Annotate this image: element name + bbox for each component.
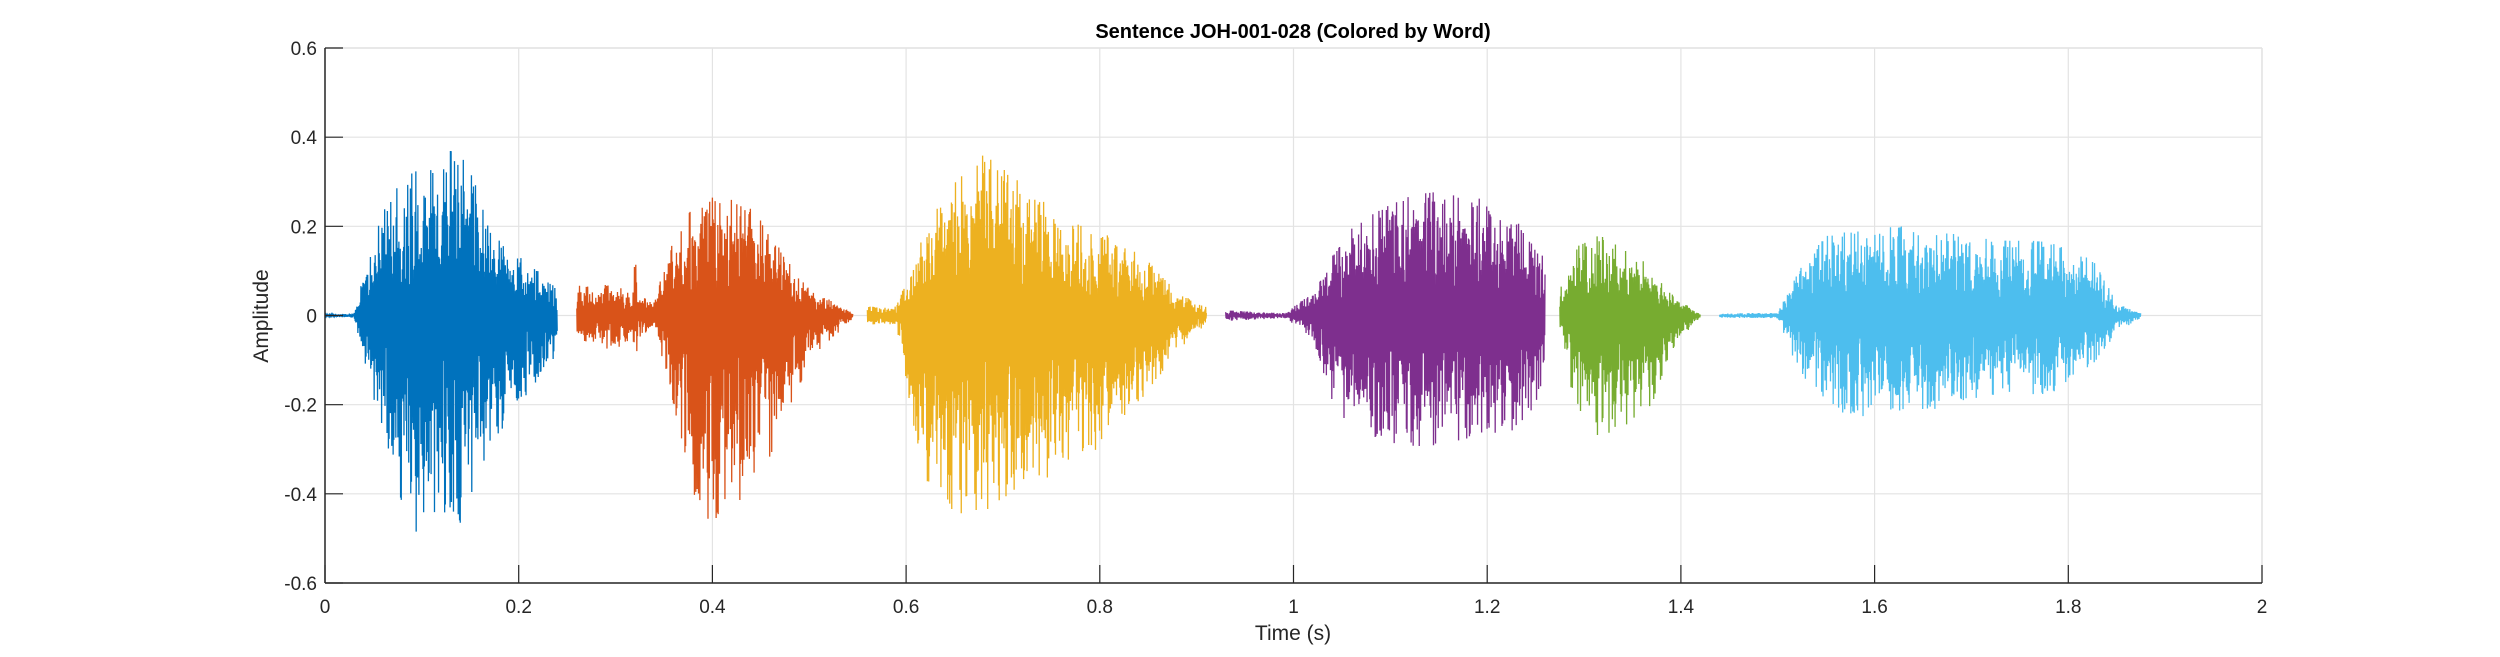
y-tick-label: 0.6 <box>291 39 317 60</box>
word-6-waveform <box>1718 226 2142 417</box>
x-tick-label: 0.4 <box>699 597 726 618</box>
word-2-waveform <box>576 197 854 519</box>
x-axis-label: Time (s) <box>1255 622 1331 645</box>
x-tick-label: 0.6 <box>893 597 919 618</box>
x-tick-label: 1.8 <box>2055 597 2081 618</box>
waveform-series <box>324 150 2142 532</box>
x-tick-label: 0 <box>320 597 331 618</box>
x-tick-label: 2 <box>2257 597 2268 618</box>
word-1-waveform <box>324 150 558 532</box>
y-tick-label: -0.6 <box>284 574 317 595</box>
x-tick-label: 1.6 <box>1861 597 1887 618</box>
x-tick-label: 1.2 <box>1474 597 1500 618</box>
chart-title: Sentence JOH-001-028 (Colored by Word) <box>1095 21 1490 43</box>
y-tick-label: -0.2 <box>284 396 317 417</box>
x-tick-label: 1.4 <box>1668 597 1695 618</box>
word-3-waveform <box>866 155 1207 514</box>
x-tick-label: 0.8 <box>1087 597 1113 618</box>
y-tick-label: 0.4 <box>291 128 318 149</box>
y-tick-label: 0.2 <box>291 217 317 238</box>
word-4-waveform <box>1225 192 1546 446</box>
y-tick-label: -0.4 <box>284 485 317 506</box>
x-tick-label: 0.2 <box>505 597 531 618</box>
y-axis-label: Amplitude <box>250 269 273 362</box>
y-axis-ticks: -0.6 -0.4 -0.2 0 0.2 0.4 0.6 <box>284 39 343 595</box>
x-tick-label: 1 <box>1288 597 1299 618</box>
y-tick-label: 0 <box>306 307 317 328</box>
x-axis-ticks: 0 0.2 0.4 0.6 0.8 1 1.2 1.4 1.6 1.8 2 <box>320 565 2268 618</box>
word-5-waveform <box>1559 236 1701 436</box>
